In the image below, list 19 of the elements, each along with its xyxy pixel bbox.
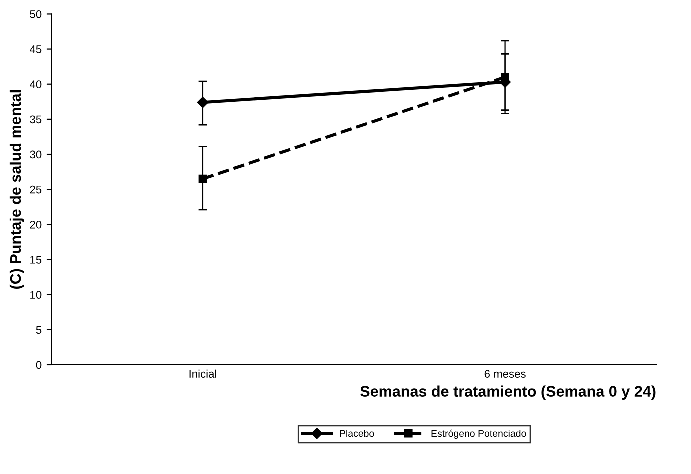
y-tick-label: 40 — [30, 80, 42, 89]
point — [197, 97, 209, 108]
x-tick-label: 6 meses — [484, 370, 526, 378]
y-tick-label: 20 — [30, 220, 42, 229]
legend-label: Estrógeno Potenciado — [432, 430, 526, 440]
x-axis-title: Semanas de tratamiento (Semana 0 y 24) — [360, 386, 656, 400]
y-tick-label: 25 — [30, 186, 42, 194]
x-tick-label: Inicial — [190, 370, 216, 378]
legend-label: Placebo — [340, 430, 374, 438]
y-tick-label: 10 — [30, 291, 42, 299]
y-tick-label: 0 — [36, 361, 42, 370]
y-tick-label: 50 — [30, 10, 42, 18]
point — [198, 174, 208, 184]
y-tick-label: 5 — [36, 326, 42, 334]
y-axis-title: (C) Puntaje de salud mental — [10, 90, 24, 289]
y-tick-label: 35 — [30, 116, 42, 124]
y-tick-label: 15 — [30, 256, 42, 264]
y-tick-label: 45 — [30, 46, 42, 54]
y-tick-label: 30 — [30, 150, 42, 159]
